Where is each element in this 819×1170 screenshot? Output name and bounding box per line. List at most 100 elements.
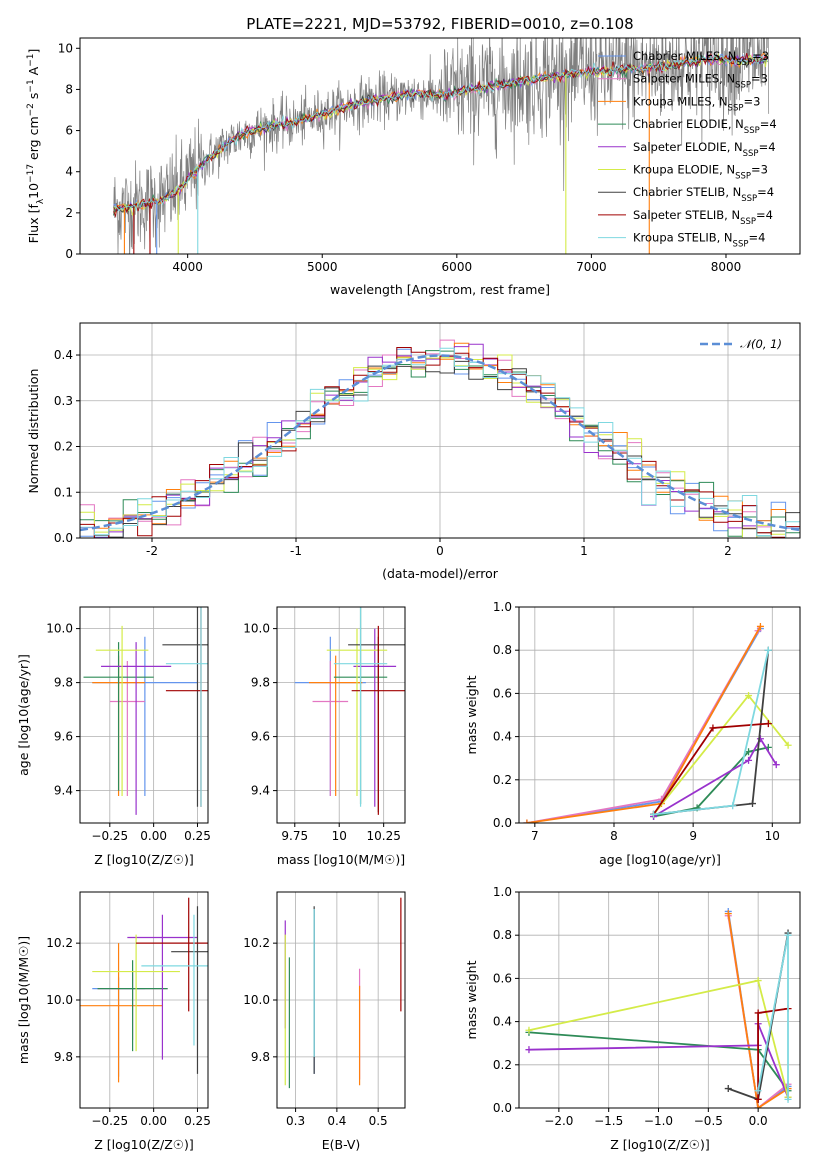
weight-marker xyxy=(745,748,753,756)
weight-line xyxy=(727,913,789,1108)
x-tick-label: 0.0 xyxy=(749,1114,768,1128)
plot-area xyxy=(284,897,402,1089)
plot-area xyxy=(80,897,208,1083)
y-tick-label: 10.0 xyxy=(243,622,270,636)
panel-weight_vs_age: 7 8 9 10 0.0 0.2 0.4 0.6 0.8 1.0 xyxy=(493,600,801,843)
x-tick-label: 9.75 xyxy=(281,829,308,843)
x-tick-label: −1.0 xyxy=(644,1114,673,1128)
y-tick-label: 10.2 xyxy=(46,936,73,950)
panel-mass_vs_EBV: 0.3 0.4 0.5 9.8 10.0 10.2 xyxy=(243,891,406,1128)
y-tick-label: 9.8 xyxy=(251,1050,270,1064)
weight-marker xyxy=(650,810,658,818)
legend-label: Salpeter MILES, NSSP=3 xyxy=(633,72,768,91)
x-tick-label: 7000 xyxy=(576,260,607,274)
y-axis-label: age [log10(age/yr)] xyxy=(16,654,31,776)
y-tick-label: 1.0 xyxy=(493,600,512,614)
y-axis-label: mass weight xyxy=(464,675,479,754)
plot-area xyxy=(80,339,800,538)
x-tick-label: −0.5 xyxy=(694,1114,723,1128)
x-tick-label: 0.4 xyxy=(327,1114,346,1128)
panel-residuals: -2 -1 0 1 2 0.0 0.1 0.2 0.3 0.4 xyxy=(54,322,801,558)
y-tick-label: 0 xyxy=(65,247,73,261)
legend-label: Kroupa ELODIE, NSSP=3 xyxy=(633,163,768,182)
y-tick-label: 2 xyxy=(65,206,73,220)
legend-label: Salpeter STELIB, NSSP=4 xyxy=(633,208,773,227)
y-tick-label: 0.2 xyxy=(493,773,512,787)
model-spectrum xyxy=(113,53,768,212)
x-axis-label: E(B-V) xyxy=(322,1137,361,1152)
x-axis-label: (data-model)/error xyxy=(382,566,499,581)
x-tick-label: 6000 xyxy=(442,260,473,274)
weight-marker xyxy=(754,1095,762,1103)
y-tick-label: 10.0 xyxy=(46,622,73,636)
panel-spectrum: 4000 5000 6000 7000 8000 0 2 4 6 8 10 xyxy=(58,37,801,274)
y-tick-label: 10 xyxy=(58,41,73,55)
panel-mass_vs_Z: −0.25 0.00 0.25 9.8 10.0 10.2 xyxy=(46,891,211,1128)
x-tick-label: 10.25 xyxy=(366,829,400,843)
y-tick-label: 6 xyxy=(65,124,73,138)
x-tick-label: 4000 xyxy=(172,260,203,274)
x-tick-label: 0 xyxy=(436,544,444,558)
x-tick-label: 0.3 xyxy=(286,1114,305,1128)
legend-label: Kroupa STELIB, NSSP=4 xyxy=(633,231,765,250)
weight-marker xyxy=(525,1026,533,1034)
y-tick-label: 9.4 xyxy=(54,784,73,798)
y-tick-label: 10.2 xyxy=(243,936,270,950)
weight-marker xyxy=(749,800,757,808)
y-tick-label: 0.4 xyxy=(493,1015,512,1029)
weight-marker xyxy=(754,977,762,985)
legend-label: Chabrier MILES, NSSP=3 xyxy=(633,49,769,68)
y-tick-label: 9.6 xyxy=(251,730,270,744)
y-tick-label: 0.3 xyxy=(54,394,73,408)
weight-marker xyxy=(764,646,772,654)
weight-marker xyxy=(754,1009,762,1017)
y-tick-label: 0.2 xyxy=(54,440,73,454)
y-tick-label: 0.4 xyxy=(54,348,73,362)
y-tick-label: 0.0 xyxy=(54,531,73,545)
panel-weight_vs_Z: −2.0 −1.5 −1.0 −0.5 0.0 0.0 0.2 0.4 0.6 0.8 1.0 xyxy=(493,885,801,1128)
x-tick-label: 2 xyxy=(724,544,732,558)
x-axis-label: Z [log10(Z/Z☉)] xyxy=(94,852,194,867)
y-tick-label: 9.8 xyxy=(54,1050,73,1064)
axes-frame xyxy=(276,891,406,1109)
weight-marker xyxy=(764,720,772,728)
y-tick-label: 4 xyxy=(65,165,73,179)
weight-marker xyxy=(724,910,732,918)
panel-age_vs_Z: −0.25 0.00 0.25 9.4 9.6 9.8 10.0 xyxy=(46,606,211,843)
x-axis-label: age [log10(age/yr)] xyxy=(599,852,721,867)
x-tick-label: −0.25 xyxy=(91,1114,128,1128)
y-tick-label: 0.1 xyxy=(54,485,73,499)
x-tick-label: -2 xyxy=(146,544,158,558)
panel-age_vs_mass: 9.75 10 10.25 9.4 9.6 9.8 10.0 xyxy=(243,606,406,843)
y-tick-label: 0.8 xyxy=(493,643,512,657)
weight-line xyxy=(652,722,769,815)
axes-frame xyxy=(79,322,801,539)
x-tick-label: −1.5 xyxy=(594,1114,623,1128)
legend-label: Kroupa MILES, NSSP=3 xyxy=(633,94,760,113)
weight-marker xyxy=(709,724,717,732)
axes-frame xyxy=(276,606,406,824)
x-tick-label: −2.0 xyxy=(544,1114,573,1128)
axes-frame xyxy=(518,606,801,824)
weight-marker xyxy=(756,622,764,630)
x-tick-label: −0.25 xyxy=(91,829,128,843)
weight-marker xyxy=(729,802,737,810)
weight-marker xyxy=(784,1095,792,1103)
legend-label: Chabrier STELIB, NSSP=4 xyxy=(633,185,774,204)
axes-frame xyxy=(79,606,209,824)
axes-frame xyxy=(518,891,801,1109)
residual-histogram xyxy=(80,347,800,538)
x-axis-label: Z [log10(Z/Z☉)] xyxy=(94,1137,194,1152)
x-tick-label: 10 xyxy=(765,829,780,843)
x-axis-label: wavelength [Angstrom, rest frame] xyxy=(330,282,550,297)
x-tick-label: 0.00 xyxy=(140,1114,167,1128)
axes-frame xyxy=(79,891,209,1109)
y-axis-label: Normed distribution xyxy=(26,369,41,494)
y-tick-label: 1.0 xyxy=(493,885,512,899)
plot-area xyxy=(83,607,208,815)
x-tick-label: 0.5 xyxy=(369,1114,388,1128)
x-axis-label: mass [log10(M/M☉)] xyxy=(277,852,405,867)
y-tick-label: 0.6 xyxy=(493,971,512,985)
weight-marker xyxy=(772,761,780,769)
